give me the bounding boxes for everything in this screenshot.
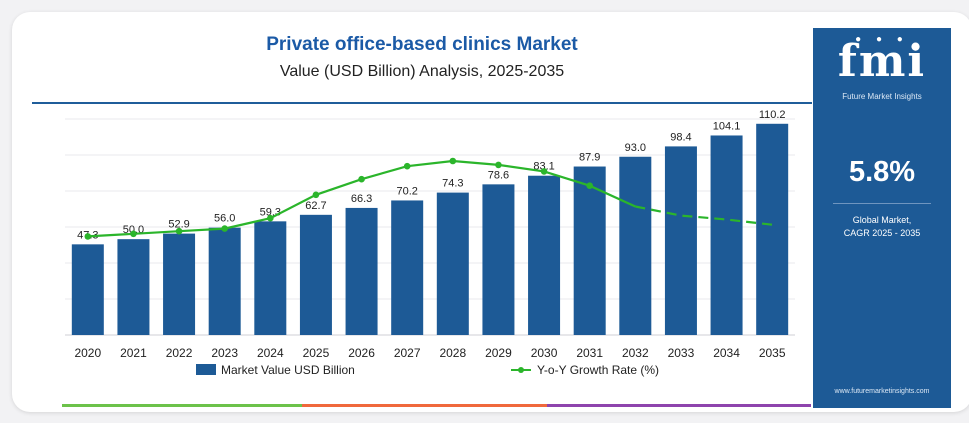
x-tick-label: 2026 — [348, 346, 375, 360]
x-tick-label: 2031 — [576, 346, 603, 360]
x-tick-label: 2029 — [485, 346, 512, 360]
growth-point — [358, 175, 365, 183]
growth-point — [267, 214, 274, 222]
bar-value-label: 98.4 — [670, 131, 691, 143]
growth-point — [586, 182, 593, 189]
x-tick-label: 2021 — [120, 346, 147, 360]
bar-2034 — [710, 135, 743, 335]
growth-point — [84, 233, 92, 240]
x-tick-label: 2033 — [668, 346, 695, 360]
cagr-label-line2: CAGR 2025 - 2035 — [843, 228, 921, 238]
bottom-accent-purple — [547, 404, 811, 407]
growth-point — [312, 191, 320, 199]
bar-value-label: 74.3 — [442, 178, 463, 190]
growth-point — [175, 227, 183, 235]
x-tick-label: 2032 — [622, 346, 649, 360]
bar-value-label: 87.9 — [579, 152, 600, 164]
bar-2024 — [254, 221, 287, 335]
bar-value-label: 93.0 — [625, 142, 646, 154]
legend-line-marker — [518, 367, 524, 373]
growth-point — [130, 230, 137, 238]
cagr-value: 5.8% — [848, 156, 916, 188]
legend-line-label: Y-o-Y Growth Rate (%) — [537, 363, 659, 377]
x-tick-label: 2030 — [531, 346, 558, 360]
x-tick-label: 2020 — [74, 346, 101, 360]
bar-value-label: 62.7 — [305, 200, 326, 212]
bar-2022 — [163, 233, 196, 335]
growth-line-dashed — [635, 205, 773, 226]
growth-point — [495, 161, 502, 169]
bar-value-label: 78.6 — [488, 169, 509, 181]
growth-point — [403, 162, 411, 170]
bottom-accent-orange — [302, 404, 547, 407]
bar-2025 — [299, 214, 332, 335]
bar-value-label: 66.3 — [351, 193, 372, 205]
bar-2023 — [208, 227, 241, 335]
x-tick-label: 2024 — [257, 346, 284, 360]
legend-bar-label: Market Value USD Billion — [221, 363, 355, 377]
logo-subtext: Future Market Insights — [842, 92, 922, 101]
bar-value-label: 52.9 — [168, 219, 189, 231]
x-tick-label: 2028 — [439, 346, 466, 360]
bar-2030 — [528, 175, 561, 335]
bar-2021 — [117, 239, 150, 335]
bar-2027 — [391, 200, 424, 335]
chart-title: Private office-based clinics Market — [266, 34, 578, 55]
cagr-label: Global Market, CAGR 2025 - 2035 — [813, 214, 951, 240]
bar-2028 — [436, 192, 469, 335]
bar-2033 — [664, 146, 697, 335]
x-tick-label: 2025 — [303, 346, 330, 360]
bar-2020 — [71, 244, 104, 335]
bar-value-label: 70.2 — [396, 185, 417, 197]
x-tick-label: 2027 — [394, 346, 421, 360]
cagr-label-line1: Global Market, — [852, 215, 912, 225]
bar-2032 — [619, 156, 652, 335]
bar-2035 — [756, 123, 789, 336]
x-tick-label: 2023 — [211, 346, 238, 360]
x-tick-label: 2035 — [759, 346, 786, 360]
bar-2029 — [482, 184, 515, 335]
bar-value-label: 104.1 — [713, 120, 741, 132]
chart-subtitle: Value (USD Billion) Analysis, 2025-2035 — [279, 63, 565, 80]
growth-point — [221, 225, 228, 232]
x-tick-label: 2022 — [166, 346, 193, 360]
growth-point — [449, 157, 457, 165]
fmi-logo: fmi — [837, 36, 927, 87]
logo-figures-icon: ● ● ● — [855, 34, 909, 45]
cagr-divider — [833, 203, 931, 204]
bar-2026 — [345, 207, 378, 335]
fmi-sidebar: ● ● ● fmi Future Market Insights 5.8% Gl… — [813, 28, 951, 408]
title-divider — [32, 102, 812, 104]
bar-value-label: 110.2 — [759, 109, 786, 121]
bar-value-label: 56.0 — [214, 213, 235, 225]
bottom-accent-green — [62, 404, 302, 407]
bar-2031 — [573, 166, 606, 335]
website-link[interactable]: www.futuremarketinsights.com — [834, 388, 930, 395]
x-tick-label: 2034 — [713, 346, 740, 360]
legend-bar-swatch — [196, 364, 216, 375]
growth-point — [540, 168, 548, 175]
